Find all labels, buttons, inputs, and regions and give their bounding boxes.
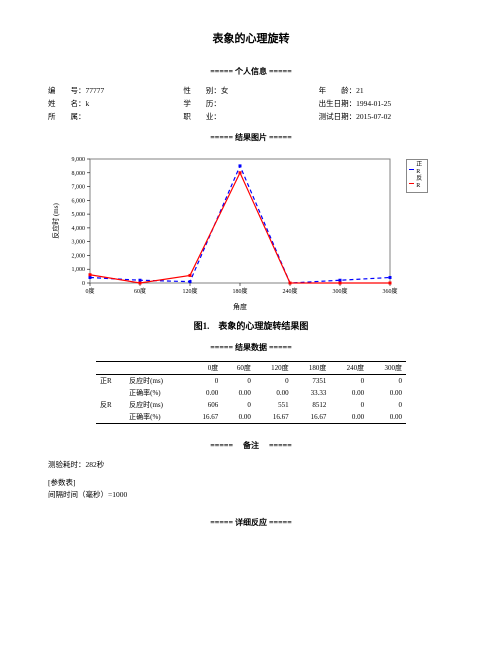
section-hdr-notes: ===== 备注 ===== (48, 440, 454, 451)
cell: 0 (368, 375, 406, 388)
job-lbl: 职 业： (183, 112, 221, 121)
col-hdr: 180度 (293, 362, 331, 375)
id-lbl: 编 号： (48, 86, 86, 95)
params-hdr: [参数表] (48, 477, 454, 489)
svg-text:1,000: 1,000 (72, 267, 86, 273)
cell: 0.00 (368, 411, 406, 424)
cell: 606 (187, 399, 222, 411)
cell: 0 (330, 399, 368, 411)
svg-text:0度: 0度 (85, 287, 94, 295)
dob-lbl: 出生日期： (319, 99, 357, 108)
svg-text:120度: 120度 (182, 287, 197, 295)
id-val: 77777 (86, 86, 105, 95)
row-label: 反应时(ms) (125, 399, 187, 411)
legend-fr: 反R (416, 176, 425, 190)
elapsed-val: 282秒 (86, 460, 105, 469)
cell: 7351 (293, 375, 331, 388)
edu-lbl: 学 历： (183, 99, 221, 108)
svg-text:240度: 240度 (282, 287, 297, 295)
col-hdr: 60度 (222, 362, 255, 375)
dept-lbl: 所 属： (48, 112, 86, 121)
test-val: 2015-07-02 (356, 112, 391, 121)
notes-block: 测验耗时：282秒 [参数表] 间隔时间（毫秒）=1000 (48, 459, 454, 501)
svg-text:180度: 180度 (232, 287, 247, 295)
svg-text:0: 0 (82, 281, 85, 287)
svg-text:8,000: 8,000 (72, 171, 86, 177)
col-hdr: 300度 (368, 362, 406, 375)
svg-text:7,000: 7,000 (72, 185, 86, 191)
legend-zr: 正R (416, 162, 425, 176)
row-label: 反应时(ms) (125, 375, 187, 388)
svg-text:60度: 60度 (134, 287, 146, 295)
col-hdr: 240度 (330, 362, 368, 375)
row-group (96, 411, 125, 424)
param1: 间隔时间（毫秒）=1000 (48, 489, 454, 501)
cell: 0 (368, 399, 406, 411)
result-chart: 0 1,000 2,000 3,000 4,000 5,000 6,000 7,000 8,00… (48, 151, 398, 311)
cell: 0 (330, 375, 368, 388)
chart-legend: 正R 反R (406, 159, 428, 193)
table-row: 反R反应时(ms)6060551851200 (96, 399, 406, 411)
svg-text:角度: 角度 (233, 302, 247, 311)
dob-val: 1994-01-25 (356, 99, 391, 108)
fig-caption: 图1. 表象的心理旋转结果图 (48, 319, 454, 332)
row-label: 正确率(%) (125, 387, 187, 399)
cell: 0.00 (187, 387, 222, 399)
section-hdr-info: ===== 个人信息 ===== (48, 66, 454, 77)
page-title: 表象的心理旋转 (48, 30, 454, 46)
cell: 0 (222, 399, 255, 411)
svg-text:2,000: 2,000 (72, 253, 86, 259)
cell: 8512 (293, 399, 331, 411)
sex-lbl: 性 别： (183, 86, 221, 95)
col-hdr: 0度 (187, 362, 222, 375)
cell: 0 (255, 375, 293, 388)
cell: 0.00 (330, 387, 368, 399)
cell: 16.67 (293, 411, 331, 424)
svg-text:4,000: 4,000 (72, 226, 86, 232)
col-hdr: 120度 (255, 362, 293, 375)
table-row: 正确率(%)0.000.000.0033.330.000.00 (96, 387, 406, 399)
cell: 33.33 (293, 387, 331, 399)
svg-text:5,000: 5,000 (72, 212, 86, 218)
svg-text:360度: 360度 (382, 287, 397, 295)
table-row: 正确率(%)16.670.0016.6716.670.000.00 (96, 411, 406, 424)
svg-text:300度: 300度 (332, 287, 347, 295)
age-lbl: 年 龄： (319, 86, 357, 95)
cell: 16.67 (255, 411, 293, 424)
cell: 0.00 (222, 411, 255, 424)
cell: 0.00 (330, 411, 368, 424)
row-group (96, 387, 125, 399)
cell: 0.00 (222, 387, 255, 399)
section-hdr-chart: ===== 结果图片 ===== (48, 132, 454, 143)
svg-text:6,000: 6,000 (72, 198, 86, 204)
cell: 0.00 (255, 387, 293, 399)
svg-text:反应时 (ms): 反应时 (ms) (51, 203, 60, 239)
age-val: 21 (356, 86, 364, 95)
cell: 0 (222, 375, 255, 388)
cell: 0 (187, 375, 222, 388)
cell: 16.67 (187, 411, 222, 424)
sex-val: 女 (221, 86, 229, 95)
test-lbl: 测试日期： (319, 112, 357, 121)
cell: 0.00 (368, 387, 406, 399)
section-hdr-detail: ===== 详细反应 ===== (48, 517, 454, 528)
svg-text:9,000: 9,000 (72, 157, 86, 163)
row-group: 正R (96, 375, 125, 388)
row-group: 反R (96, 399, 125, 411)
cell: 551 (255, 399, 293, 411)
name-val: k (86, 99, 90, 108)
results-table: 0度60度120度180度240度300度 正R反应时(ms)000735100… (96, 361, 406, 424)
name-lbl: 姓 名： (48, 99, 86, 108)
section-hdr-data: ===== 结果数据 ===== (48, 342, 454, 353)
table-row: 正R反应时(ms)000735100 (96, 375, 406, 388)
elapsed-lbl: 测验耗时： (48, 460, 86, 469)
info-grid: 编 号：77777 性 别：女 年 龄：21 姓 名：k 学 历： 出生日期：1… (48, 85, 454, 122)
svg-text:3,000: 3,000 (72, 240, 86, 246)
row-label: 正确率(%) (125, 411, 187, 424)
